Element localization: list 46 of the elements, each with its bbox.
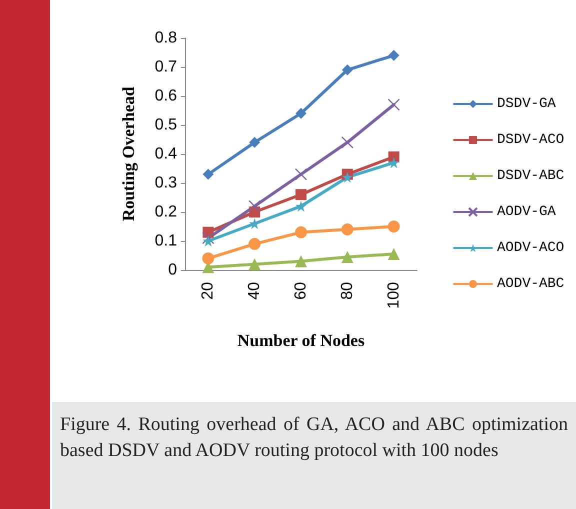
y-tick-label: 0.2 <box>154 204 178 220</box>
y-tick-label: 0.6 <box>154 88 178 104</box>
point <box>342 172 353 183</box>
point <box>388 220 400 232</box>
point <box>249 136 260 148</box>
x-tick-label: 100 <box>385 282 402 309</box>
y-tick-label: 0.8 <box>154 30 178 46</box>
point <box>248 258 261 270</box>
y-axis-title: Routing Overhead <box>119 86 138 222</box>
x-tick-label: 80 <box>338 282 356 300</box>
y-tick-label: 0.1 <box>154 232 178 250</box>
point <box>202 252 214 264</box>
legend-label: AODV-GA <box>497 204 556 220</box>
x-tick-label: 20 <box>200 282 217 300</box>
caption: Figure 4. Routing overhead of GA, ACO and ABC optimization based DSDV and AODV routing protocol with 100 nodes <box>60 413 568 463</box>
legend-label: AODV-ACO <box>497 240 564 256</box>
point <box>296 189 306 200</box>
y-tick-label: 0.4 <box>154 146 178 162</box>
point <box>388 98 400 111</box>
point <box>388 157 400 168</box>
x-tick-label: 40 <box>246 282 264 300</box>
point <box>248 238 261 250</box>
point <box>342 64 353 76</box>
legend-label: DSDV-ACO <box>497 132 564 148</box>
point <box>296 200 306 212</box>
x-tick-label: 60 <box>292 282 310 300</box>
y-tick-label: 0.7 <box>154 58 178 76</box>
point <box>341 136 354 148</box>
point <box>295 226 307 238</box>
x-axis-title: Number of Nodes <box>237 331 365 350</box>
point <box>294 168 308 180</box>
point <box>202 232 214 244</box>
legend-label: DSDV-ABC <box>497 168 564 184</box>
legend-label: DSDV-GA <box>497 96 556 112</box>
point <box>296 108 306 119</box>
point <box>341 223 354 236</box>
point <box>341 250 354 263</box>
point <box>248 200 261 212</box>
legend-label: AODV-ABC <box>497 276 564 292</box>
y-tick-label: 0 <box>168 262 178 278</box>
point <box>388 248 400 260</box>
y-tick-label: 0.5 <box>154 116 178 134</box>
point <box>388 50 400 61</box>
y-tick-label: 0.3 <box>154 174 178 192</box>
point <box>202 168 214 180</box>
point <box>295 255 307 268</box>
